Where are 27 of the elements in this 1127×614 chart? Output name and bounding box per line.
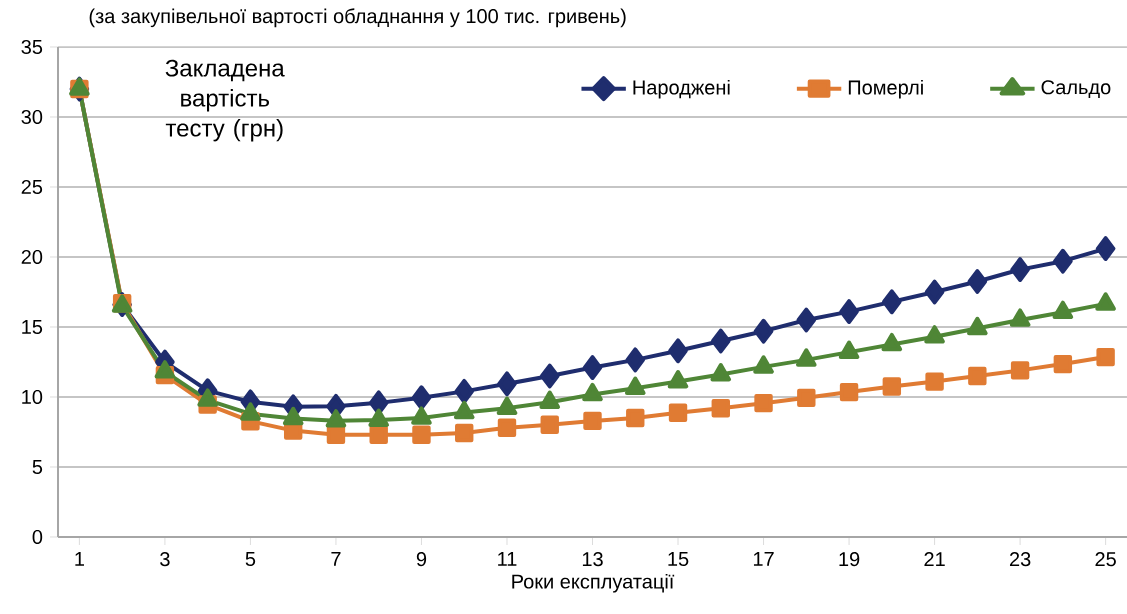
chart-subtitle: (за закупівельної вартості обладнання у 100 тис. гривень)	[89, 8, 626, 28]
legend-label: Народжені	[633, 79, 730, 99]
x-tick-label: 1	[75, 552, 84, 566]
x-tick-label: 17	[753, 552, 774, 566]
x-tick-label: 15	[668, 552, 689, 566]
annotation: Закладена вартість тесту (грн)	[165, 59, 285, 142]
legend-label: Сальдо	[1041, 80, 1111, 99]
x-tick-label: 25	[1095, 552, 1116, 567]
x-tick-label: 13	[582, 552, 603, 567]
x-tick-label: 3	[160, 552, 170, 567]
x-tick-label: 23	[1009, 552, 1031, 567]
y-tick-label: 35	[21, 39, 43, 55]
x-tick-label: 19	[839, 552, 860, 567]
x-tick-label: 9	[416, 552, 427, 567]
y-tick-label: 0	[32, 529, 43, 545]
x-tick-label: 21	[924, 552, 945, 567]
y-tick-label: 30	[21, 109, 43, 125]
x-tick-label: 7	[331, 552, 341, 566]
y-tick-label: 15	[22, 320, 43, 334]
y-tick-label: 25	[21, 179, 43, 195]
legend-label: Померлі	[848, 79, 923, 99]
y-tick-label: 5	[32, 460, 43, 474]
x-axis-title: Роки експлуатації	[512, 573, 675, 593]
x-tick-label: 11	[498, 552, 517, 566]
x-tick-label: 5	[245, 552, 256, 566]
y-tick-label: 20	[21, 249, 43, 265]
y-tick-label: 10	[22, 389, 43, 405]
